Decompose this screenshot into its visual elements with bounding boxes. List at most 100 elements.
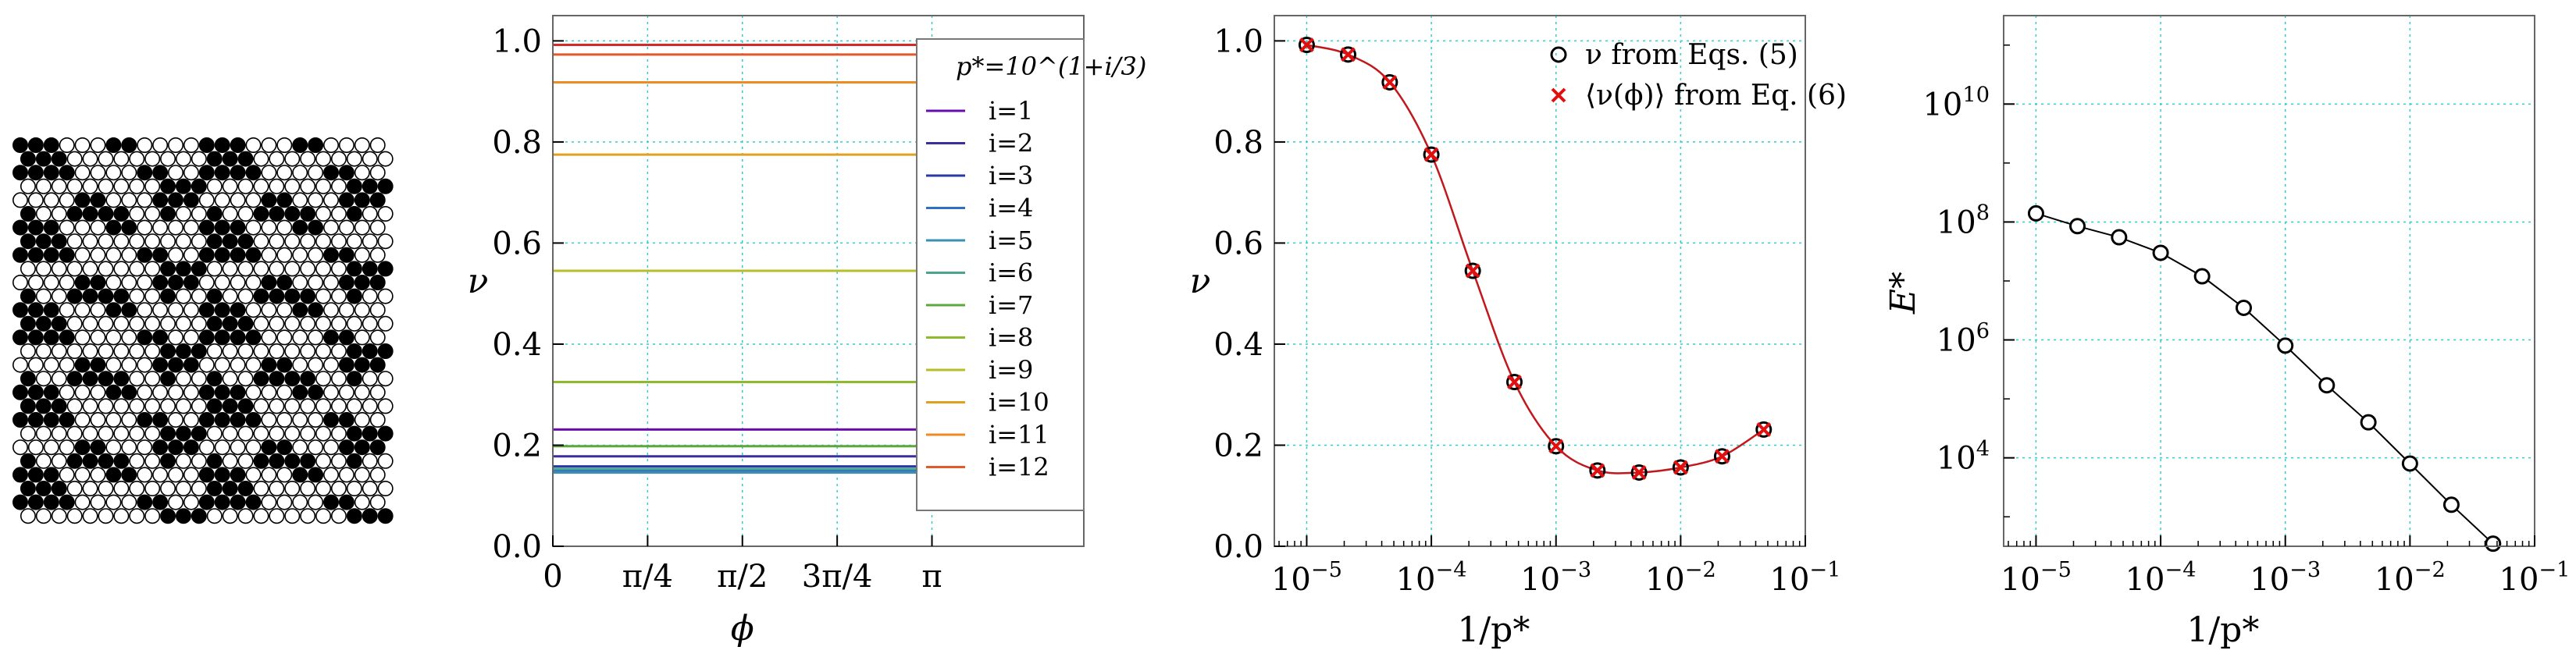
empty-site bbox=[105, 494, 122, 510]
empty-site bbox=[20, 178, 36, 194]
empty-site bbox=[183, 384, 199, 400]
empty-site bbox=[152, 219, 169, 236]
empty-site bbox=[35, 205, 52, 222]
empty-site bbox=[59, 357, 75, 373]
empty-site bbox=[377, 480, 394, 496]
empty-site bbox=[59, 467, 75, 483]
empty-site bbox=[330, 343, 347, 359]
filled-site bbox=[20, 151, 36, 167]
empty-site bbox=[66, 508, 83, 524]
empty-site bbox=[168, 165, 184, 181]
empty-site bbox=[330, 315, 347, 332]
filled-site bbox=[168, 357, 184, 373]
filled-site bbox=[152, 192, 169, 208]
empty-site bbox=[43, 274, 59, 290]
empty-site bbox=[12, 439, 28, 456]
empty-site bbox=[90, 137, 106, 154]
x-tick-label: 10−3 bbox=[1520, 558, 1591, 598]
empty-site bbox=[66, 261, 83, 277]
empty-site bbox=[222, 288, 238, 304]
tick-exponent: −3 bbox=[2289, 558, 2321, 582]
filled-site bbox=[43, 467, 59, 483]
filled-site bbox=[12, 411, 28, 428]
axis-ticks: 0 π/4 π/2 3π/4 π 0.0 0.2 0.4 0.6 0.8 1.0 bbox=[492, 23, 942, 595]
filled-site bbox=[230, 219, 246, 236]
filled-site bbox=[43, 411, 59, 428]
empty-site bbox=[308, 411, 324, 428]
empty-site bbox=[346, 315, 362, 332]
filled-site bbox=[152, 411, 169, 428]
empty-site bbox=[315, 233, 332, 250]
filled-site bbox=[137, 411, 153, 428]
empty-site bbox=[121, 494, 137, 510]
empty-site bbox=[369, 329, 386, 346]
legend-label: i=3 bbox=[989, 161, 1033, 190]
legend-x-icon bbox=[1551, 87, 1566, 103]
empty-site bbox=[129, 398, 145, 414]
empty-site bbox=[144, 508, 161, 524]
filled-site bbox=[82, 205, 98, 222]
filled-site bbox=[43, 219, 59, 236]
filled-site bbox=[175, 508, 191, 524]
x-tick-label: 10−2 bbox=[2375, 558, 2446, 598]
filled-site bbox=[214, 494, 230, 510]
circle-marker bbox=[1381, 73, 1398, 91]
tick-exponent: 10 bbox=[1962, 84, 1990, 108]
empty-site bbox=[292, 247, 308, 263]
filled-site bbox=[20, 371, 36, 387]
empty-site bbox=[51, 288, 67, 304]
empty-site bbox=[90, 467, 106, 483]
filled-site bbox=[113, 288, 130, 304]
empty-site bbox=[168, 302, 184, 318]
empty-site bbox=[59, 192, 75, 208]
empty-site bbox=[74, 494, 91, 510]
filled-site bbox=[292, 302, 308, 318]
empty-site bbox=[338, 137, 355, 154]
x-tick-label: 10−1 bbox=[2499, 558, 2571, 598]
empty-site bbox=[369, 467, 386, 483]
empty-site bbox=[206, 178, 223, 194]
empty-site bbox=[245, 467, 262, 483]
filled-site bbox=[27, 165, 44, 181]
filled-site bbox=[198, 247, 215, 263]
empty-site bbox=[330, 233, 347, 250]
x-marker bbox=[1673, 460, 1688, 475]
filled-site bbox=[137, 494, 153, 510]
filled-site bbox=[191, 178, 207, 194]
circle-marker bbox=[2235, 299, 2252, 316]
legend: p*=10^(1+i/3) i=1 i=2 i=3 i=4 i=5 i=6i=7i=8i=9… bbox=[916, 38, 1146, 511]
x-tick-label: 0 bbox=[543, 559, 562, 595]
empty-site bbox=[300, 233, 316, 250]
empty-site bbox=[144, 315, 161, 332]
filled-site bbox=[43, 329, 59, 346]
y-axis-label: E* bbox=[1883, 272, 1923, 315]
empty-site bbox=[253, 480, 269, 496]
x-marker bbox=[1423, 147, 1439, 162]
filled-site bbox=[66, 205, 83, 222]
empty-site bbox=[330, 453, 347, 469]
x-tick-label: 10−5 bbox=[2001, 558, 2072, 598]
filled-site bbox=[20, 233, 36, 250]
filled-site bbox=[377, 178, 394, 194]
empty-site bbox=[113, 425, 130, 442]
empty-site bbox=[253, 233, 269, 250]
filled-site bbox=[121, 384, 137, 400]
empty-site bbox=[276, 494, 293, 510]
empty-site bbox=[137, 357, 153, 373]
filled-site bbox=[354, 192, 370, 208]
empty-site bbox=[74, 467, 91, 483]
circle-marker bbox=[1505, 374, 1523, 391]
empty-site bbox=[66, 425, 83, 442]
empty-site bbox=[183, 137, 199, 154]
empty-site bbox=[175, 371, 191, 387]
empty-site bbox=[168, 329, 184, 346]
tick-exponent: −2 bbox=[2414, 558, 2446, 582]
empty-site bbox=[276, 384, 293, 400]
empty-site bbox=[276, 219, 293, 236]
x-tick-label: 10−4 bbox=[2125, 558, 2197, 598]
legend-label: i=10 bbox=[989, 388, 1049, 418]
legend-box bbox=[916, 38, 1085, 511]
empty-site bbox=[338, 302, 355, 318]
filled-site bbox=[292, 219, 308, 236]
filled-site bbox=[206, 398, 223, 414]
